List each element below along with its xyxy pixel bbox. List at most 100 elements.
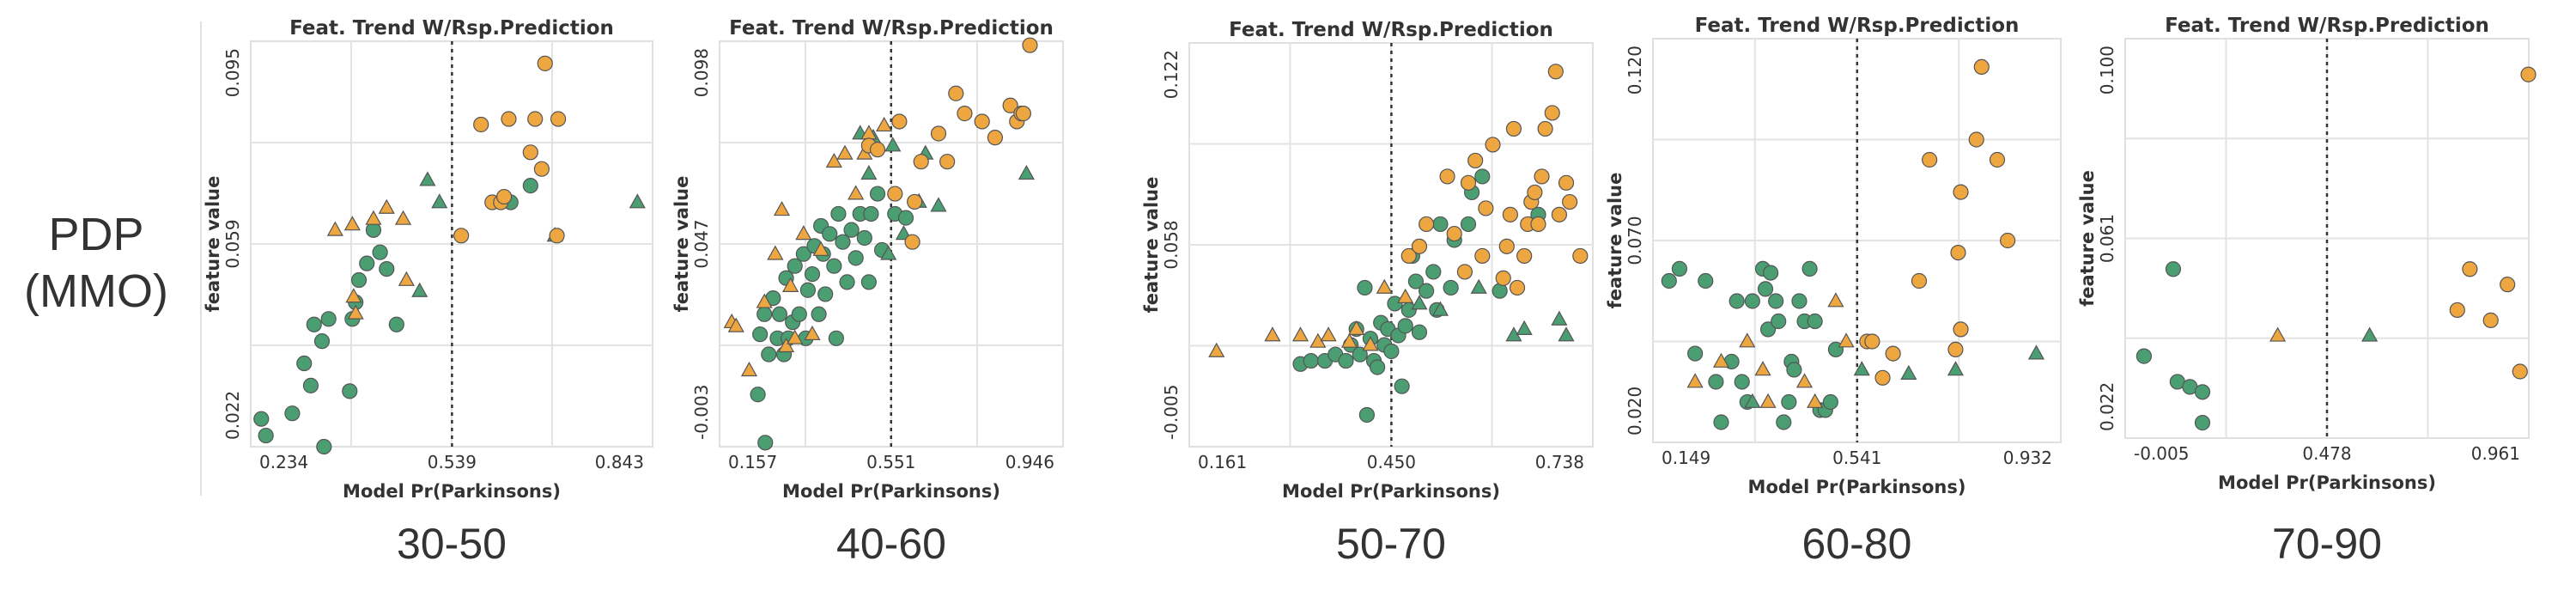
data-point-circle-28: [1432, 216, 1449, 233]
data-point-circle-12: [1370, 359, 1386, 375]
x-tick-label: 0.946: [1005, 452, 1054, 472]
data-point-triangle-56: [782, 277, 799, 292]
row-label-separator: [200, 21, 202, 496]
data-point-circle-16: [1771, 313, 1787, 330]
data-point-circle-8: [2449, 302, 2465, 319]
data-point-circle-80: [1002, 97, 1018, 113]
data-point-circle-4: [302, 377, 319, 393]
data-point-triangle-26: [343, 216, 361, 231]
chart-panel-30-50: Feat. Trend W/Rsp.Prediction Model Pr(Par…: [203, 17, 653, 568]
data-point-triangle-66: [876, 116, 893, 132]
data-point-triangle-30: [378, 198, 395, 214]
data-point-triangle-41: [1551, 310, 1568, 326]
data-point-circle-78: [1551, 206, 1568, 222]
data-point-triangle-33: [2027, 344, 2045, 360]
data-point-circle-33: [453, 228, 470, 244]
data-point-circle-56: [2000, 232, 2016, 249]
data-point-circle-22: [522, 178, 538, 194]
data-point-circle-51: [1953, 184, 1969, 200]
data-point-circle-1: [1671, 260, 1688, 277]
data-point-circle-17: [804, 265, 821, 283]
data-point-triangle-52: [1397, 288, 1414, 303]
data-point-circle-64: [1495, 270, 1511, 286]
data-point-circle-0: [1661, 272, 1677, 289]
data-point-circle-2: [284, 405, 301, 422]
chart-panel-40-60: Feat. Trend W/Rsp.Prediction Model Pr(Par…: [671, 17, 1064, 568]
data-point-triangle-40: [1516, 320, 1533, 335]
data-point-circle-1: [757, 435, 774, 451]
data-point-circle-33: [1474, 168, 1491, 185]
data-point-circle-69: [1516, 247, 1533, 265]
data-point-circle-24: [1807, 313, 1823, 330]
y-tick-label: 0.122: [1161, 50, 1182, 99]
data-point-circle-40: [527, 111, 544, 127]
data-point-triangle-59: [804, 325, 821, 341]
data-point-circle-74: [930, 125, 947, 142]
y-tick-label: -0.003: [691, 385, 712, 440]
data-point-triangle-40: [1807, 393, 1824, 408]
data-point-triangle-27: [345, 288, 362, 303]
data-point-circle-29: [1443, 279, 1459, 296]
data-point-triangle-34: [1686, 373, 1704, 388]
data-point-circle-17: [1387, 296, 1403, 312]
data-point-circle-8: [1734, 374, 1750, 390]
data-point-circle-34: [473, 116, 489, 133]
age-group-label: 30-50: [397, 520, 507, 568]
data-point-circle-5: [306, 316, 322, 332]
data-point-triangle-30: [1853, 361, 1870, 376]
data-point-circle-55: [1419, 216, 1435, 233]
data-point-circle-53: [1400, 247, 1417, 265]
data-point-circle-23: [1407, 273, 1425, 289]
data-point-circle-7: [316, 438, 332, 455]
data-point-circle-11: [2500, 277, 2516, 293]
data-point-triangle-40: [860, 164, 878, 180]
data-point-triangle-19: [419, 171, 436, 186]
data-point-circle-25: [828, 330, 844, 346]
data-point-circle-19: [1394, 378, 1410, 394]
data-point-circle-21: [1791, 293, 1807, 309]
data-point-circle-53: [1968, 131, 1984, 148]
data-point-circle-76: [1544, 105, 1560, 121]
data-point-triangle-6: [2361, 326, 2379, 342]
data-point-circle-48: [1922, 151, 1938, 168]
x-tick-label: 0.157: [728, 452, 777, 472]
data-point-circle-41: [533, 161, 550, 177]
data-point-circle-0: [750, 387, 766, 403]
data-point-circle-77: [1547, 64, 1564, 80]
data-point-triangle-20: [431, 193, 448, 209]
data-point-circle-78: [974, 113, 990, 130]
data-point-circle-2: [1687, 345, 1704, 362]
data-point-circle-8: [320, 311, 337, 327]
data-point-circle-79: [987, 130, 1004, 146]
y-axis-label: feature value: [203, 176, 223, 313]
data-point-triangle-60: [812, 241, 829, 256]
data-point-triangle-47: [1320, 326, 1337, 342]
data-point-triangle-36: [1739, 332, 1756, 348]
data-point-circle-71: [904, 234, 920, 250]
data-point-circle-56: [1439, 168, 1455, 185]
y-tick-label: 0.120: [1625, 46, 1645, 94]
data-point-triangle-31: [394, 210, 412, 225]
data-point-circle-27: [835, 234, 851, 250]
data-point-circle-3: [756, 306, 773, 322]
data-point-circle-79: [1558, 174, 1575, 191]
data-point-circle-34: [863, 205, 879, 222]
data-point-triangle-63: [848, 185, 865, 200]
data-point-circle-10: [2482, 312, 2499, 328]
data-point-circle-38: [897, 210, 914, 226]
y-tick-label: 0.059: [222, 219, 243, 268]
x-tick-label: 0.961: [2471, 443, 2520, 464]
data-point-circle-3: [1698, 272, 1714, 289]
data-point-circle-1: [1303, 352, 1319, 369]
data-point-circle-0: [2136, 348, 2152, 364]
data-point-triangle-32: [1947, 361, 1965, 376]
data-point-circle-73: [913, 154, 929, 170]
data-point-triangle-48: [1018, 164, 1035, 180]
data-point-circle-15: [372, 244, 388, 260]
data-point-circle-12: [350, 271, 368, 289]
data-point-triangle-28: [347, 304, 364, 320]
data-point-circle-68: [1509, 279, 1526, 296]
y-axis-label: feature value: [1605, 173, 1625, 309]
data-point-circle-83: [1015, 106, 1031, 122]
data-point-triangle-50: [1362, 336, 1379, 351]
